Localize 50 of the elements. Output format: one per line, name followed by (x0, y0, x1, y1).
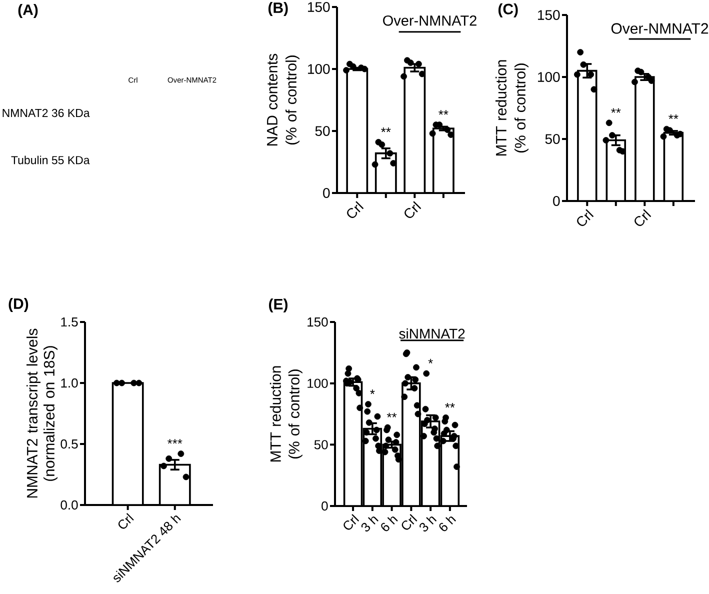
y-axis-title: NMNAT2 transcript levels (normalized on 18S) (26, 328, 58, 498)
y-tick-label: 0 (553, 196, 560, 206)
y-tick-label: 0 (322, 501, 328, 511)
x-tick-label: Crl (634, 209, 652, 226)
y-tick-label: 100 (308, 378, 328, 388)
y-tick-label: 150 (308, 2, 330, 12)
annotation: Over-NMNAT2 (383, 15, 476, 26)
data-label: * (370, 390, 375, 394)
x-tick-label: 6 h (439, 516, 456, 532)
text: (A) (18, 4, 38, 18)
y-tick-label: 50 (314, 440, 328, 450)
x-tick-label: 6 h (381, 516, 398, 532)
data-label: ** (445, 403, 455, 408)
x-tick-label: Crl (402, 514, 418, 530)
y-tick-label: 0.0 (60, 500, 78, 510)
y-tick-label: 50 (315, 126, 330, 136)
y-axis-title: NAD contents (% of control) (267, 54, 300, 146)
category-label: NMNAT2 36 KDa (2, 108, 90, 118)
data-label: ** (381, 128, 391, 132)
data-label: ** (438, 110, 448, 115)
y-axis-title: MTT reduction (% of control) (495, 60, 528, 156)
y-tick-label: 1.0 (61, 378, 78, 388)
data-label: ** (611, 108, 621, 113)
x-tick-label: 3 h (420, 516, 437, 532)
data-label: * (428, 358, 433, 364)
y-tick-label: 50 (545, 134, 560, 144)
y-tick-label: 1.5 (61, 317, 78, 327)
x-tick-label: Crl (404, 201, 422, 218)
y-tick-label: 150 (538, 10, 560, 20)
x-tick-label: Crl (118, 513, 134, 529)
y-tick-label: 0.5 (60, 439, 78, 449)
annotation: siNMNAT2 (399, 328, 465, 339)
chart-title: (E) (268, 298, 288, 312)
data-label: *** (167, 439, 182, 444)
data-label: ** (386, 412, 397, 418)
data-label: ** (668, 114, 678, 119)
y-tick-label: 100 (308, 64, 330, 74)
x-tick-label: Crl (344, 514, 360, 530)
chart-title: (C) (498, 3, 518, 18)
x-tick-label: 3 h (361, 516, 378, 532)
x-tick-label: Crl (347, 201, 364, 218)
y-tick-label: 100 (538, 72, 560, 82)
y-axis-title: MTT reduction (% of control) (270, 366, 302, 462)
y-tick-label: 0 (323, 188, 330, 198)
y-tick-label: 150 (308, 317, 328, 327)
x-tick-label: Crl (577, 209, 594, 226)
annotation: Over-NMNAT2 (611, 23, 708, 34)
category-label: Tubulin 55 KDa (11, 156, 90, 164)
chart-title: (D) (8, 298, 28, 312)
chart-title: (B) (268, 2, 288, 16)
